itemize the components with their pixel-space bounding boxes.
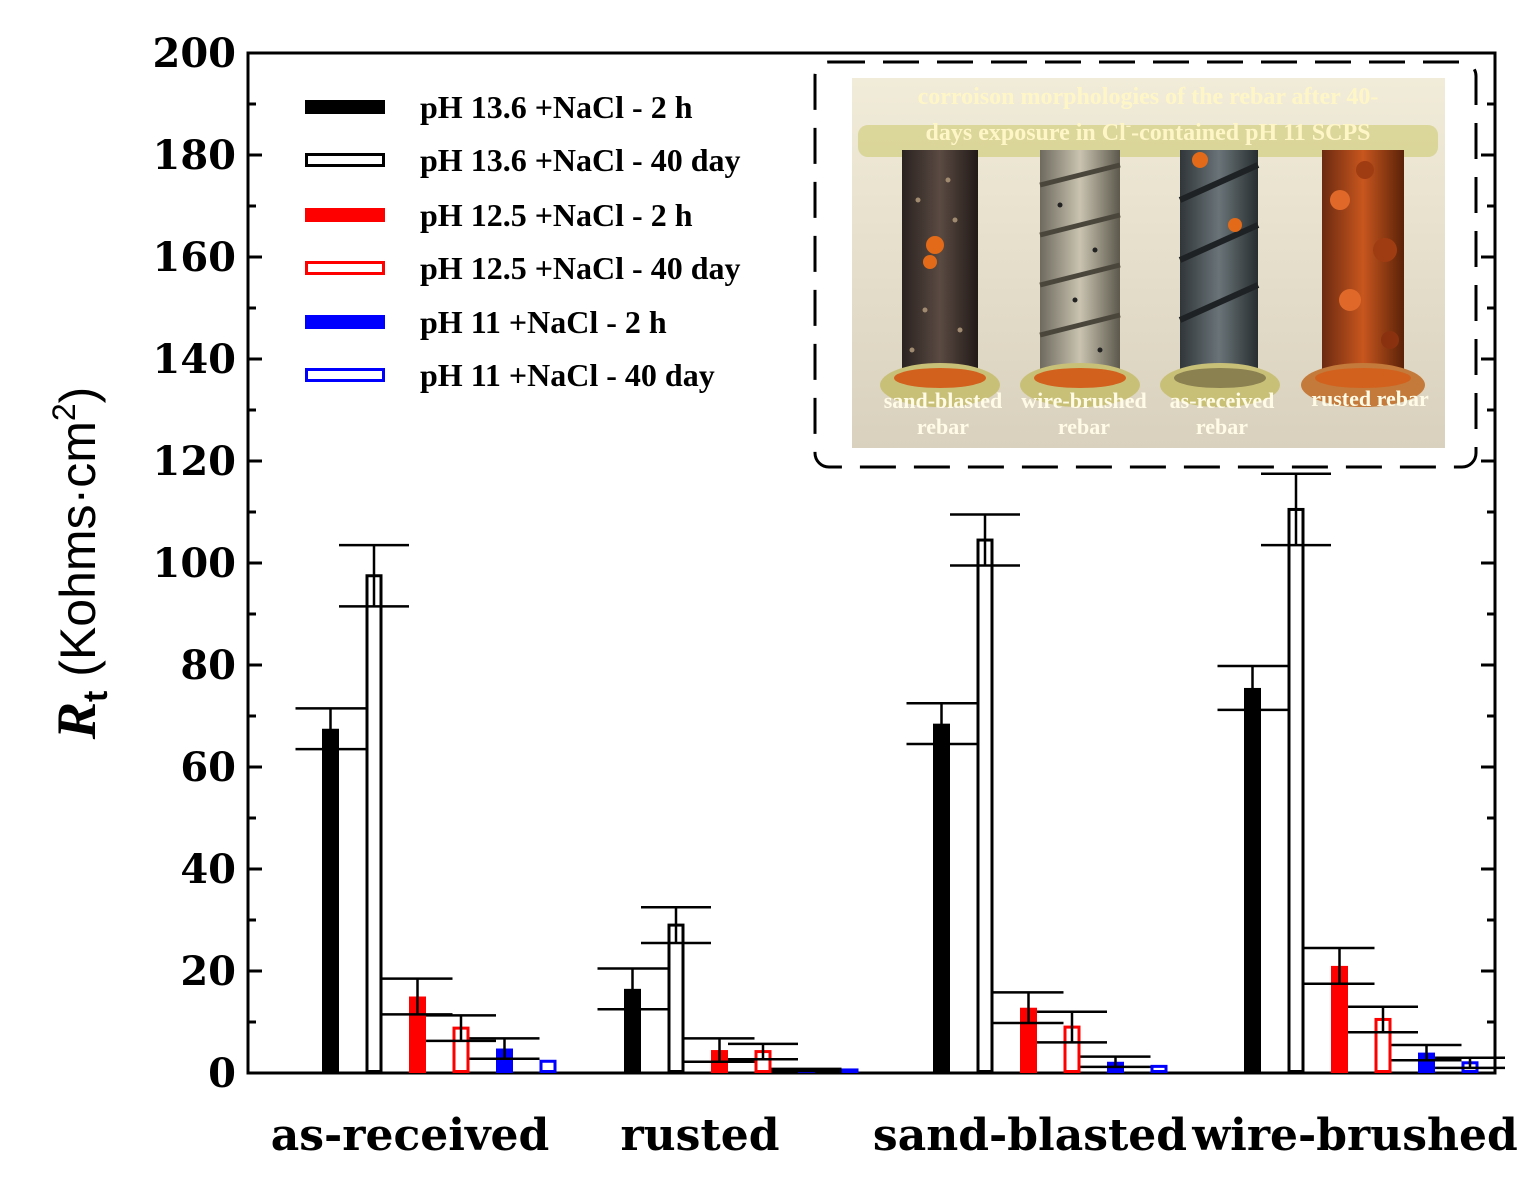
bar-sand-blasted-s0 <box>933 723 950 1073</box>
legend-label-s2: pH 12.5 +NaCl - 2 h <box>420 197 693 233</box>
y-axis: 0 20 40 60 80 100 120 140 160 180 200 <box>153 30 1495 1097</box>
bar-as-received-s1 <box>365 574 383 1073</box>
legend-swatch-s3 <box>305 261 385 275</box>
legend: pH 13.6 +NaCl - 2 h pH 13.6 +NaCl - 40 da… <box>305 89 740 393</box>
inset-label-as-received-line2: rebar <box>1196 414 1248 439</box>
category-label-sand-blasted: sand-blasted <box>873 1110 1187 1161</box>
inset-label-wire-brushed-line1: wire-brushed <box>1021 388 1147 413</box>
legend-swatch-s4 <box>305 315 385 329</box>
bar-rusted-s5 <box>841 1068 859 1073</box>
y-axis-close: ) <box>50 387 106 404</box>
legend-label-s5: pH 11 +NaCl - 40 day <box>420 357 715 393</box>
rebar-top-cap <box>858 125 1438 157</box>
bar-sand-blasted-s5 <box>1150 1064 1168 1073</box>
y-tick-label: 200 <box>153 30 237 77</box>
legend-swatch-s5 <box>305 368 385 382</box>
y-axis-superscript: 2 <box>46 403 82 421</box>
category-label-rusted: rusted <box>620 1110 779 1161</box>
legend-label-s0: pH 13.6 +NaCl - 2 h <box>420 89 693 125</box>
legend-label-s3: pH 12.5 +NaCl - 40 day <box>420 250 740 286</box>
y-tick-label: 40 <box>180 846 236 893</box>
inset-label-rusted-line1: rusted rebar <box>1311 386 1429 411</box>
category-label-wire-brushed: wire-brushed <box>1191 1110 1518 1161</box>
y-tick-label: 180 <box>153 132 237 179</box>
y-tick-label: 60 <box>180 744 236 791</box>
legend-swatch-s0 <box>305 100 385 114</box>
rebar-as-received <box>1160 150 1280 407</box>
inset-title-line2-start: days exposure in Cl <box>926 120 1127 146</box>
rebar-rusted <box>1301 150 1425 407</box>
bar-wire-brushed-s2 <box>1331 965 1348 1073</box>
legend-label-s1: pH 13.6 +NaCl - 40 day <box>420 142 740 178</box>
bar-wire-brushed-s0 <box>1244 687 1261 1073</box>
inset-title-sup: - <box>1126 117 1131 134</box>
y-tick-label: 20 <box>180 948 236 995</box>
bar-wire-brushed-s4 <box>1418 1052 1435 1073</box>
category-labels: as-received rusted sand-blasted wire-brushe… <box>271 1110 1518 1161</box>
bars <box>295 472 1505 1074</box>
rebar-sand-blasted <box>880 150 1000 407</box>
bar-rusted-s1 <box>667 923 685 1073</box>
y-axis-title: Rt (Kohms·cm2) <box>46 387 115 741</box>
inset-label-wire-brushed-line2: rebar <box>1058 414 1110 439</box>
rebar-wire-brushed <box>1020 150 1140 407</box>
bar-as-received-s2 <box>409 996 426 1073</box>
inset-title-line2-end: -contained pH 11 SCPS <box>1131 120 1370 146</box>
bar-as-received-s0 <box>322 728 339 1073</box>
inset-label-sand-blasted-line2: rebar <box>917 414 969 439</box>
legend-label-s4: pH 11 +NaCl - 2 h <box>420 304 667 340</box>
y-tick-label: 80 <box>180 642 236 689</box>
bar-as-received-s5 <box>539 1059 557 1074</box>
y-tick-label: 160 <box>153 234 237 281</box>
y-tick-label: 0 <box>208 1050 236 1097</box>
inset-title-line2: days exposure in Cl--contained pH 11 SCP… <box>926 117 1371 146</box>
legend-swatch-s2 <box>305 208 385 222</box>
bar-sand-blasted-s1 <box>976 538 994 1073</box>
inset-label-sand-blasted-line1: sand-blasted <box>884 388 1003 413</box>
y-axis-units: (Kohms·cm <box>50 421 106 690</box>
bar-wire-brushed-s1 <box>1287 507 1305 1073</box>
inset-label-as-received-line1: as-received <box>1170 388 1275 413</box>
bar-as-received-s4 <box>496 1048 513 1073</box>
y-tick-label: 100 <box>153 540 237 587</box>
inset-dashed-frame <box>813 60 1478 469</box>
category-label-as-received: as-received <box>271 1110 550 1161</box>
y-tick-label: 120 <box>153 438 237 485</box>
inset-title-line1: corroison morphologies of the rebar afte… <box>918 84 1379 110</box>
y-axis-subscript: t <box>77 691 115 702</box>
y-axis-symbol: R <box>46 702 108 740</box>
legend-swatch-s1 <box>305 153 385 167</box>
inset-photo: corroison morphologies of the rebar afte… <box>813 60 1478 469</box>
y-tick-label: 140 <box>153 336 237 383</box>
